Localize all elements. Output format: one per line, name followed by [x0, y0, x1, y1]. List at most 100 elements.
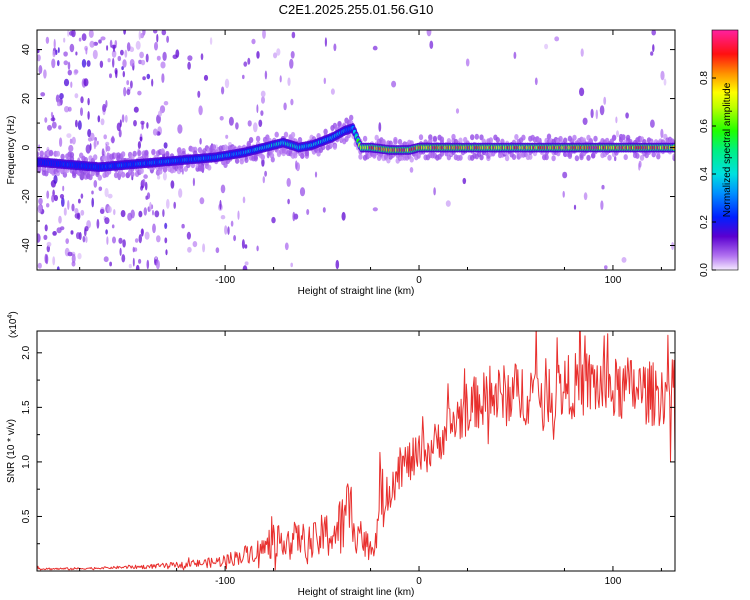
spectrogram-ylabel: Frequency (Hz) [6, 116, 17, 185]
spectrogram-noise [70, 81, 73, 88]
spectrogram-noise [330, 88, 335, 95]
spectrogram-noise [47, 124, 52, 131]
spectrogram-halo [160, 148, 165, 155]
spectrogram-noise [202, 243, 206, 253]
spectrogram-noise [224, 225, 228, 235]
spectrogram-noise [264, 70, 268, 80]
spectrogram-noise [562, 190, 565, 198]
spectrogram-halo [458, 137, 463, 144]
spectrogram-noise [562, 171, 568, 179]
spectrogram-noise [121, 254, 126, 263]
spectrogram-noise [253, 122, 258, 133]
spectrogram-noise [130, 209, 135, 219]
spectrogram-noise [203, 74, 209, 81]
spectrogram-halo [137, 150, 142, 157]
spectrogram-noise [220, 184, 226, 194]
spectrogram-noise [186, 231, 191, 240]
spectrogram-noise [139, 51, 145, 59]
snr-frame [36, 330, 676, 572]
spectrogram-noise [64, 106, 70, 113]
spectrogram-noise [118, 237, 123, 244]
spectrogram-halo [416, 152, 421, 159]
spectrogram-noise [43, 69, 47, 79]
spectrogram-noise [220, 215, 226, 220]
spectrogram-noise [187, 55, 193, 61]
spectrogram-noise [286, 177, 291, 187]
snr-multiplier: (x104) [7, 311, 19, 338]
spectrogram-noise [58, 215, 62, 224]
spectrogram-noise [199, 197, 205, 205]
spectrogram-noise [271, 216, 276, 224]
spectrogram-xtick-label: 100 [605, 275, 622, 286]
spectrogram-noise [251, 38, 256, 45]
spectrogram-halo [521, 134, 526, 141]
snr-xlabel: Height of straight line (km) [298, 587, 415, 598]
spectrogram-noise [261, 158, 265, 167]
spectrogram-noise [513, 51, 517, 60]
spectrogram-noise [156, 33, 159, 43]
spectrogram-halo [488, 137, 493, 144]
spectrogram-noise [57, 60, 60, 67]
spectrogram-noise [590, 108, 594, 119]
spectrogram-noise [38, 197, 43, 205]
spectrogram-halo [144, 149, 149, 156]
spectrogram-noise [140, 228, 144, 235]
spectrogram-halo [511, 154, 517, 160]
spectrogram-noise [625, 112, 629, 119]
spectrogram-halo [97, 174, 103, 181]
spectrogram-noise [219, 116, 224, 121]
colorbar-ticks: 0.0 0.2 0.4 0.6 0.8 [699, 71, 716, 277]
snr-multiplier-base: (x10 [8, 318, 19, 338]
spectrogram-halo [293, 152, 298, 159]
spectrogram-noise [295, 160, 298, 170]
snr-ticks: -100 0 100 0.5 1.0 1.5 2.0 [21, 331, 675, 587]
spectrogram-noise [104, 187, 109, 198]
spectrogram-noise [287, 77, 291, 86]
spectrogram-noise [139, 136, 143, 141]
spectrogram-noise [292, 211, 296, 222]
spectrogram-noise [152, 209, 154, 216]
spectrogram-halo [551, 155, 556, 162]
colorbar-tick-label: 0.2 [699, 215, 710, 229]
spectrogram-halo [358, 153, 363, 160]
spectrogram-noise [100, 36, 106, 41]
snr-ytick-label: 1.0 [21, 455, 32, 469]
spectrogram-halo [558, 135, 563, 142]
spectrogram-halo [528, 153, 533, 160]
spectrogram-noise [126, 42, 131, 52]
spectrogram-halo [269, 152, 275, 159]
spectrogram-halo [139, 168, 144, 174]
spectrogram-noise [77, 252, 82, 260]
spectrogram-noise [100, 118, 105, 126]
spectrogram-halo [211, 144, 217, 151]
spectrogram-noise [91, 190, 94, 195]
spectrogram-noise [135, 40, 141, 50]
spectrogram-noise [650, 51, 654, 56]
spectrogram-noise [65, 238, 69, 245]
spectrogram-noise [89, 40, 95, 48]
snr-xtick-label: 0 [416, 576, 422, 587]
spectrogram-noise [187, 246, 192, 253]
spectrogram-noise [88, 30, 94, 38]
spectrogram-noise [46, 190, 50, 199]
spectrogram-noise [142, 76, 146, 81]
spectrogram-noise [137, 141, 141, 149]
spectrogram-halo [479, 134, 484, 141]
spectrogram-noise [74, 93, 79, 99]
spectrogram-noise [63, 78, 70, 87]
spectrogram-halo [55, 150, 61, 157]
spectrogram-noise [322, 207, 326, 213]
spectrogram-noise [109, 261, 112, 267]
spectrogram-halo [93, 154, 98, 161]
spectrogram-noise [166, 198, 170, 209]
spectrogram-noise [71, 253, 76, 264]
spectrogram-noise [426, 30, 432, 37]
spectrogram-halo [253, 154, 258, 161]
spectrogram-noise [44, 117, 48, 123]
spectrogram-noise [258, 119, 263, 128]
spectrogram-noise [91, 197, 94, 208]
spectrogram-halo [621, 134, 626, 141]
spectrogram-noise [391, 80, 397, 88]
spectrogram-noise [124, 49, 128, 58]
spectrogram-noise [111, 224, 115, 229]
